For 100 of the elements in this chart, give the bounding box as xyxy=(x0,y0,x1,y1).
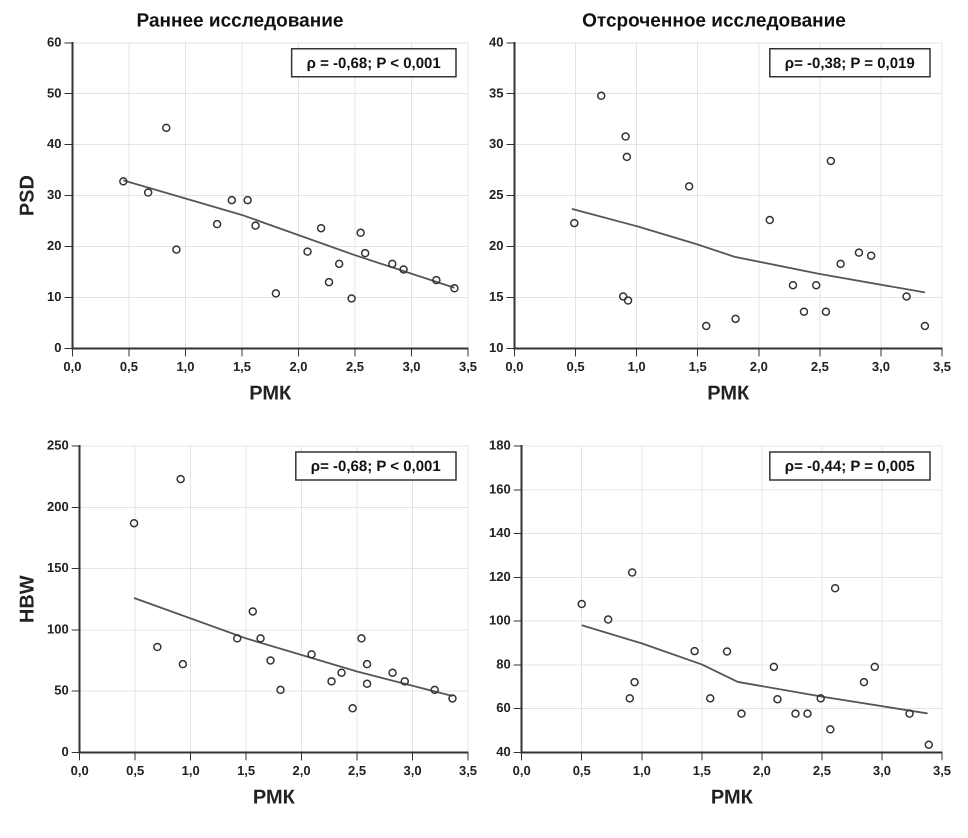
point xyxy=(791,709,800,718)
y-tick-label: 15 xyxy=(488,289,504,304)
point xyxy=(826,725,835,734)
y-tick-label: 30 xyxy=(46,187,62,202)
y-tick-label: 30 xyxy=(488,136,504,152)
point xyxy=(788,280,798,290)
point xyxy=(866,251,876,260)
x-axis-title: РМК xyxy=(707,382,750,405)
point xyxy=(684,182,694,191)
x-tick-label: 3,5 xyxy=(932,762,952,778)
y-tick-label: 150 xyxy=(46,560,69,576)
x-tick-label: 3,5 xyxy=(458,358,478,374)
y-tick-label: 10 xyxy=(488,340,504,355)
point xyxy=(307,650,316,659)
point xyxy=(773,694,782,704)
point xyxy=(924,740,934,749)
point xyxy=(870,662,879,672)
point xyxy=(737,709,746,718)
y-tick-label: 20 xyxy=(46,238,62,254)
point xyxy=(337,668,346,677)
y-tick-label: 180 xyxy=(488,438,511,453)
point xyxy=(232,634,242,643)
point xyxy=(618,292,628,301)
point xyxy=(327,677,336,686)
y-tick-label: 120 xyxy=(488,568,511,584)
x-tick-label: 0,0 xyxy=(512,762,531,778)
x-tick-label: 2,5 xyxy=(810,358,829,374)
point xyxy=(248,607,258,616)
x-axis-title: РМК xyxy=(710,786,754,809)
y-tick-label: 40 xyxy=(488,34,504,50)
point xyxy=(854,248,864,257)
y-tick-label: 10 xyxy=(46,289,62,304)
y-tick-label: 200 xyxy=(46,498,69,514)
point xyxy=(334,260,344,268)
y-tick-label: 250 xyxy=(46,438,69,453)
x-tick-label: 0,5 xyxy=(120,358,138,374)
point xyxy=(178,660,188,668)
point xyxy=(130,518,138,528)
annotation: ρ = -0,68; P < 0,001 xyxy=(306,54,441,72)
y-tick-label: 25 xyxy=(488,187,504,202)
x-tick-label: 2,0 xyxy=(292,762,311,778)
point xyxy=(448,694,457,703)
point xyxy=(812,280,820,290)
y-tick-label: 160 xyxy=(488,481,511,496)
point xyxy=(624,296,632,305)
y-tick-label: 35 xyxy=(488,85,504,100)
point xyxy=(816,694,825,703)
x-tick-label: 2,5 xyxy=(348,762,366,778)
y-tick-label: 80 xyxy=(496,656,511,672)
point xyxy=(430,686,439,694)
point xyxy=(362,680,372,688)
x-tick-label: 0,0 xyxy=(505,358,524,374)
point xyxy=(228,196,236,204)
point xyxy=(800,307,808,316)
y-tick-label: 140 xyxy=(488,525,511,540)
point xyxy=(628,568,636,577)
point xyxy=(731,314,740,324)
point xyxy=(276,686,285,694)
point xyxy=(399,265,408,274)
x-tick-label: 1,5 xyxy=(237,762,256,778)
x-tick-label: 1,0 xyxy=(628,358,646,374)
point xyxy=(622,152,632,162)
point xyxy=(702,322,710,330)
point xyxy=(400,677,410,686)
x-tick-label: 2,0 xyxy=(752,762,771,778)
point xyxy=(348,704,357,713)
annotation: ρ= -0,68; P < 0,001 xyxy=(310,458,441,476)
point xyxy=(706,694,714,703)
x-tick-label: 0,0 xyxy=(63,358,82,374)
y-tick-label: 60 xyxy=(496,700,511,716)
x-tick-label: 2,0 xyxy=(750,358,768,374)
point xyxy=(243,196,252,204)
x-tick-label: 0,0 xyxy=(70,762,89,778)
point xyxy=(347,294,356,303)
point xyxy=(826,156,836,166)
y-tick-label: 40 xyxy=(496,744,511,759)
point xyxy=(316,224,326,232)
point xyxy=(362,660,372,668)
point xyxy=(172,245,181,254)
point xyxy=(822,307,830,316)
point xyxy=(388,668,397,677)
x-tick-label: 0,5 xyxy=(126,762,144,778)
x-tick-label: 1,5 xyxy=(688,358,707,374)
x-axis-title: РМК xyxy=(249,382,292,405)
point xyxy=(770,662,778,672)
point xyxy=(272,289,280,298)
x-tick-label: 0,5 xyxy=(572,762,591,778)
x-tick-label: 1,0 xyxy=(182,762,200,778)
x-tick-label: 3,0 xyxy=(872,762,891,778)
point xyxy=(766,216,774,224)
point xyxy=(902,292,911,301)
x-tick-label: 1,0 xyxy=(632,762,651,778)
y-tick-label: 100 xyxy=(46,621,69,636)
point xyxy=(119,177,128,186)
y-tick-label: 50 xyxy=(46,85,62,100)
point xyxy=(212,220,222,228)
point xyxy=(324,278,334,286)
point xyxy=(144,188,152,197)
point xyxy=(604,615,612,624)
y-axis-title: HBW xyxy=(16,575,39,624)
